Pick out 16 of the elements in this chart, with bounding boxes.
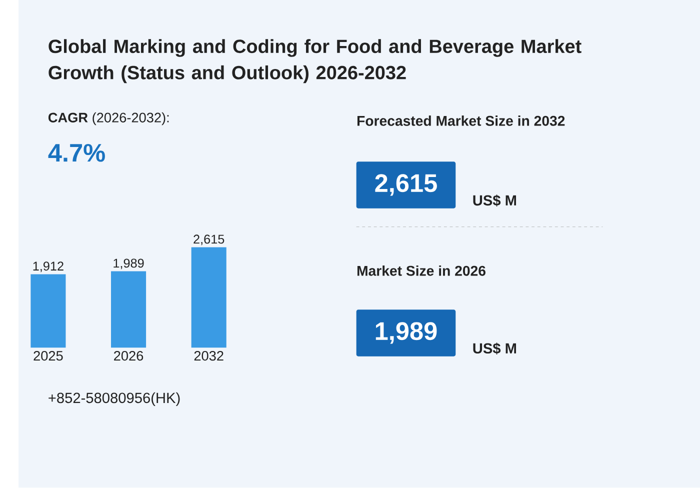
x-tick-label: 2032 xyxy=(194,351,224,361)
text: CAGR (2026-2032): xyxy=(48,112,169,126)
data-label: 1,912 xyxy=(33,262,64,272)
text: Forecasted Market Size in 2032 xyxy=(357,116,565,126)
text: 1,989 xyxy=(376,322,437,344)
data-label: 1,989 xyxy=(114,258,144,270)
text: +852-58080956(HK) xyxy=(48,392,180,406)
text: US$ M xyxy=(473,194,516,207)
x-tick-label: 2025 xyxy=(34,351,63,361)
text: Market Size in 2026 xyxy=(357,266,486,276)
x-tick-label: 2026 xyxy=(114,351,144,361)
text: 4.7% xyxy=(48,144,105,162)
text: US$ M xyxy=(473,342,516,355)
data-label: 2,615 xyxy=(194,234,224,246)
text: 2,615 xyxy=(375,174,437,196)
text: Global Marking and Coding for Food and Beverage Market Growth (Status and Outlook) 2026-2032 xyxy=(48,39,582,84)
